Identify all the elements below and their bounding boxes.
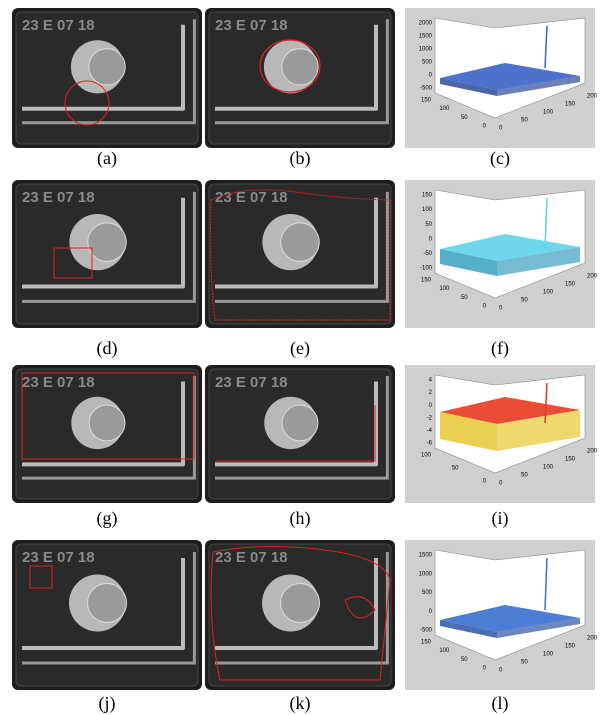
y-tick-label: 150 bbox=[421, 640, 432, 646]
pill-center bbox=[89, 49, 125, 85]
imprint: 23 E 07 18 bbox=[22, 189, 95, 206]
panel: 23 E 07 18 bbox=[12, 8, 202, 148]
z-tick-label: -500 bbox=[420, 628, 433, 634]
z-tick-label: 1000 bbox=[419, 571, 433, 577]
panel: 23 E 07 18 bbox=[205, 180, 395, 328]
y-tick-label: 100 bbox=[421, 453, 432, 459]
panel-label: (b) bbox=[290, 148, 311, 169]
panel-label: (a) bbox=[97, 148, 117, 169]
panel: 23 E 07 18 bbox=[205, 540, 395, 690]
panel-label: (l) bbox=[492, 693, 509, 714]
panel: 420-2-4-6100500050100150200 bbox=[405, 365, 598, 503]
y-tick-label: 50 bbox=[461, 295, 468, 301]
x-tick-label: 50 bbox=[521, 298, 528, 304]
panel-label: (k) bbox=[290, 693, 311, 714]
panel-label: (h) bbox=[290, 508, 311, 529]
x-tick-label: 100 bbox=[543, 110, 554, 116]
z-tick-label: 500 bbox=[422, 60, 433, 66]
x-tick-label: 100 bbox=[543, 652, 554, 658]
y-tick-label: 150 bbox=[421, 278, 432, 284]
imprint: 23 E 07 18 bbox=[215, 374, 288, 391]
panel-label: (i) bbox=[492, 508, 509, 529]
pill-center bbox=[89, 405, 125, 441]
x-tick-label: 150 bbox=[565, 457, 576, 463]
y-tick-label: 50 bbox=[452, 466, 459, 472]
panel: 23 E 07 18 bbox=[205, 365, 395, 503]
x-tick-label: 50 bbox=[521, 118, 528, 124]
panel: 23 E 07 18 bbox=[12, 540, 202, 690]
z-tick-label: -4 bbox=[427, 428, 433, 434]
panel: 23 E 07 18 bbox=[12, 180, 202, 328]
imprint: 23 E 07 18 bbox=[22, 374, 95, 391]
y-tick-label: 50 bbox=[461, 657, 468, 663]
x-tick-label: 200 bbox=[587, 449, 598, 455]
y-tick-label: 50 bbox=[461, 115, 468, 121]
panel: 23 E 07 18 bbox=[205, 8, 395, 148]
z-tick-label: -500 bbox=[420, 86, 433, 92]
x-tick-label: 50 bbox=[521, 660, 528, 666]
panel: 23 E 07 18 bbox=[12, 365, 202, 503]
pill-center bbox=[88, 223, 126, 261]
z-tick-label: 100 bbox=[422, 207, 433, 213]
z-tick-label: -2 bbox=[427, 415, 433, 421]
x-tick-label: 200 bbox=[587, 274, 598, 280]
z-tick-label: 500 bbox=[422, 590, 433, 596]
x-tick-label: 200 bbox=[587, 636, 598, 642]
imprint: 23 E 07 18 bbox=[22, 549, 95, 566]
z-tick-label: 1000 bbox=[419, 47, 433, 53]
pill-center bbox=[281, 584, 320, 623]
x-tick-label: 200 bbox=[587, 94, 598, 100]
y-tick-label: 150 bbox=[421, 98, 432, 104]
x-tick-label: 100 bbox=[543, 290, 554, 296]
z-tick-label: 2000 bbox=[419, 21, 433, 27]
panel-label: (f) bbox=[491, 338, 509, 359]
y-tick-label: 100 bbox=[439, 648, 450, 654]
pill-center bbox=[88, 584, 127, 623]
figure: 23 E 07 18 (a) 23 E 07 18 (b) 2000 1500 1000 50… bbox=[0, 0, 606, 715]
z-tick-label: -6 bbox=[427, 441, 433, 447]
z-tick-label: 50 bbox=[425, 222, 432, 228]
panel-label: (d) bbox=[97, 338, 118, 359]
y-tick-label: 100 bbox=[439, 106, 450, 112]
z-tick-label: 1500 bbox=[419, 34, 433, 40]
imprint: 23 E 07 18 bbox=[215, 189, 288, 206]
panel-label: (c) bbox=[490, 148, 510, 169]
z-tick-label: 1500 bbox=[419, 553, 433, 559]
panel-label: (e) bbox=[290, 338, 310, 359]
imprint: 23 E 07 18 bbox=[215, 17, 288, 34]
panel: 150100500-50-100150100500050100150200 bbox=[405, 180, 598, 328]
pill-center bbox=[282, 405, 318, 441]
z-tick-label: -50 bbox=[423, 251, 432, 257]
pill-center bbox=[282, 49, 318, 85]
panel-label: (j) bbox=[99, 693, 116, 714]
pill-center bbox=[281, 223, 319, 261]
z-tick-label: -100 bbox=[420, 266, 433, 272]
x-tick-label: 150 bbox=[565, 644, 576, 650]
imprint: 23 E 07 18 bbox=[215, 549, 288, 566]
x-tick-label: 150 bbox=[565, 102, 576, 108]
x-tick-label: 50 bbox=[521, 473, 528, 479]
x-tick-label: 100 bbox=[543, 465, 554, 471]
z-tick-label: 150 bbox=[422, 193, 433, 199]
imprint: 23 E 07 18 bbox=[22, 17, 95, 34]
panel-label: (g) bbox=[97, 508, 118, 529]
y-tick-label: 100 bbox=[439, 286, 450, 292]
x-tick-label: 150 bbox=[565, 282, 576, 288]
